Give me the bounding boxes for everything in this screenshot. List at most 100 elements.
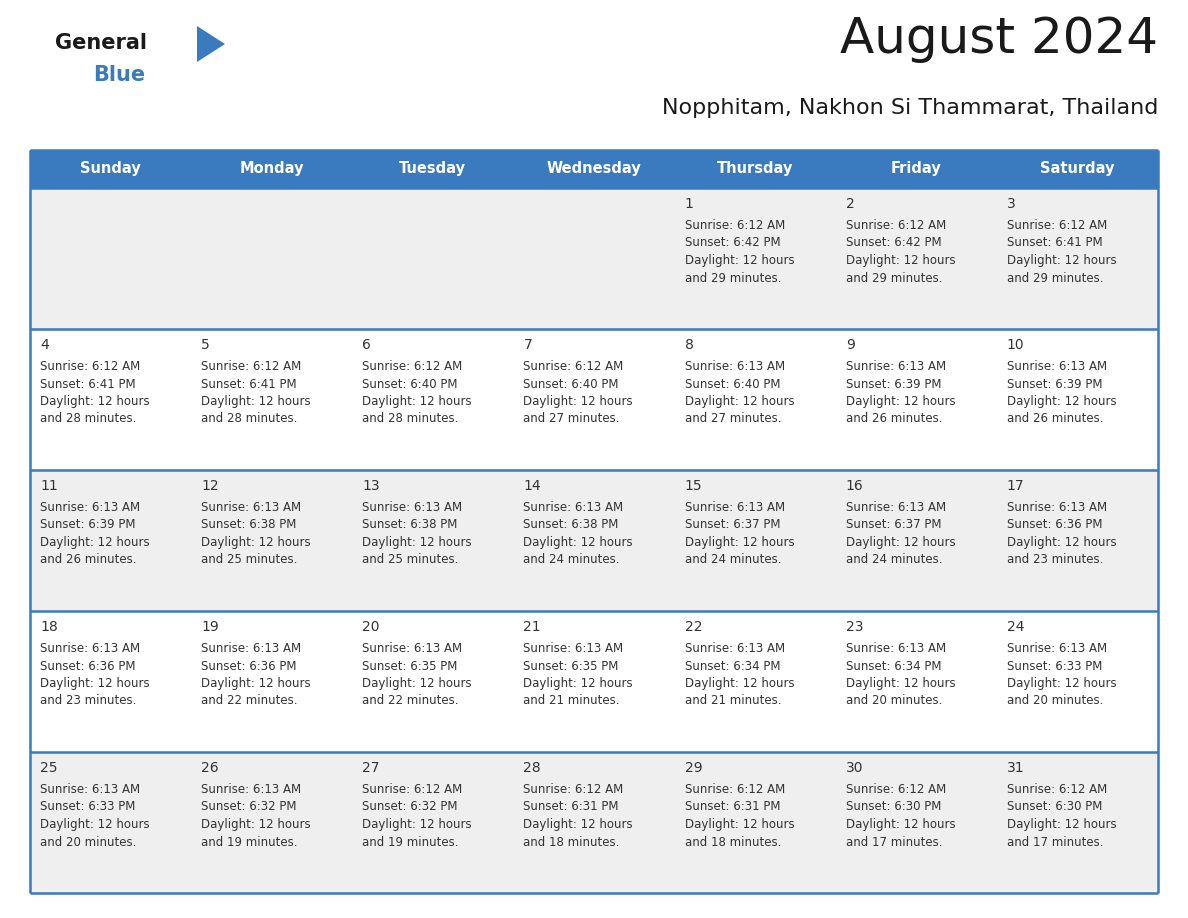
Text: 27: 27 bbox=[362, 761, 380, 775]
Text: and 28 minutes.: and 28 minutes. bbox=[40, 412, 137, 426]
Text: Sunday: Sunday bbox=[81, 162, 141, 176]
Text: Sunrise: 6:12 AM: Sunrise: 6:12 AM bbox=[1007, 783, 1107, 796]
Text: Sunset: 6:37 PM: Sunset: 6:37 PM bbox=[684, 519, 781, 532]
Text: and 19 minutes.: and 19 minutes. bbox=[201, 835, 298, 848]
Text: Friday: Friday bbox=[891, 162, 942, 176]
Polygon shape bbox=[197, 26, 225, 62]
Text: 6: 6 bbox=[362, 338, 371, 352]
Text: and 17 minutes.: and 17 minutes. bbox=[846, 835, 942, 848]
Text: Sunset: 6:39 PM: Sunset: 6:39 PM bbox=[1007, 377, 1102, 390]
Text: Sunset: 6:31 PM: Sunset: 6:31 PM bbox=[524, 800, 619, 813]
Text: 9: 9 bbox=[846, 338, 854, 352]
Text: and 29 minutes.: and 29 minutes. bbox=[1007, 272, 1104, 285]
Text: 31: 31 bbox=[1007, 761, 1024, 775]
Text: Daylight: 12 hours: Daylight: 12 hours bbox=[846, 677, 955, 690]
Text: Nopphitam, Nakhon Si Thammarat, Thailand: Nopphitam, Nakhon Si Thammarat, Thailand bbox=[662, 98, 1158, 118]
Text: 2: 2 bbox=[846, 197, 854, 211]
Text: Sunrise: 6:13 AM: Sunrise: 6:13 AM bbox=[362, 501, 462, 514]
Text: 12: 12 bbox=[201, 479, 219, 493]
Text: Sunrise: 6:12 AM: Sunrise: 6:12 AM bbox=[524, 783, 624, 796]
Text: 1: 1 bbox=[684, 197, 694, 211]
Text: Daylight: 12 hours: Daylight: 12 hours bbox=[201, 818, 311, 831]
Text: Daylight: 12 hours: Daylight: 12 hours bbox=[40, 818, 150, 831]
Text: Sunset: 6:37 PM: Sunset: 6:37 PM bbox=[846, 519, 941, 532]
Text: Sunrise: 6:12 AM: Sunrise: 6:12 AM bbox=[684, 219, 785, 232]
Text: Daylight: 12 hours: Daylight: 12 hours bbox=[1007, 254, 1117, 267]
Text: Wednesday: Wednesday bbox=[546, 162, 642, 176]
Text: Sunrise: 6:13 AM: Sunrise: 6:13 AM bbox=[40, 783, 140, 796]
Text: Sunset: 6:35 PM: Sunset: 6:35 PM bbox=[524, 659, 619, 673]
Text: and 19 minutes.: and 19 minutes. bbox=[362, 835, 459, 848]
Text: Thursday: Thursday bbox=[716, 162, 794, 176]
Text: Sunrise: 6:13 AM: Sunrise: 6:13 AM bbox=[201, 642, 302, 655]
Text: Daylight: 12 hours: Daylight: 12 hours bbox=[201, 395, 311, 408]
Text: Sunset: 6:39 PM: Sunset: 6:39 PM bbox=[846, 377, 941, 390]
Text: 25: 25 bbox=[40, 761, 57, 775]
Text: Tuesday: Tuesday bbox=[399, 162, 467, 176]
Text: and 21 minutes.: and 21 minutes. bbox=[684, 695, 781, 708]
Text: Sunset: 6:32 PM: Sunset: 6:32 PM bbox=[201, 800, 297, 813]
Text: 19: 19 bbox=[201, 620, 219, 634]
Text: Sunrise: 6:12 AM: Sunrise: 6:12 AM bbox=[362, 783, 462, 796]
Text: Sunset: 6:31 PM: Sunset: 6:31 PM bbox=[684, 800, 781, 813]
Text: Sunset: 6:30 PM: Sunset: 6:30 PM bbox=[846, 800, 941, 813]
Text: Sunset: 6:34 PM: Sunset: 6:34 PM bbox=[684, 659, 781, 673]
Text: 15: 15 bbox=[684, 479, 702, 493]
Text: 20: 20 bbox=[362, 620, 380, 634]
Text: Daylight: 12 hours: Daylight: 12 hours bbox=[362, 536, 472, 549]
Text: 23: 23 bbox=[846, 620, 864, 634]
Text: Sunset: 6:36 PM: Sunset: 6:36 PM bbox=[40, 659, 135, 673]
Text: Sunrise: 6:12 AM: Sunrise: 6:12 AM bbox=[684, 783, 785, 796]
Text: 22: 22 bbox=[684, 620, 702, 634]
Text: General: General bbox=[55, 33, 147, 53]
Text: Daylight: 12 hours: Daylight: 12 hours bbox=[1007, 818, 1117, 831]
Text: 7: 7 bbox=[524, 338, 532, 352]
Text: Sunrise: 6:12 AM: Sunrise: 6:12 AM bbox=[524, 360, 624, 373]
Text: and 26 minutes.: and 26 minutes. bbox=[1007, 412, 1104, 426]
Text: and 27 minutes.: and 27 minutes. bbox=[524, 412, 620, 426]
Text: Sunset: 6:41 PM: Sunset: 6:41 PM bbox=[1007, 237, 1102, 250]
Text: Sunset: 6:40 PM: Sunset: 6:40 PM bbox=[362, 377, 457, 390]
Text: Sunset: 6:40 PM: Sunset: 6:40 PM bbox=[684, 377, 781, 390]
Text: 28: 28 bbox=[524, 761, 541, 775]
Text: Daylight: 12 hours: Daylight: 12 hours bbox=[846, 818, 955, 831]
Text: Sunrise: 6:13 AM: Sunrise: 6:13 AM bbox=[846, 642, 946, 655]
Text: 4: 4 bbox=[40, 338, 49, 352]
Text: Sunrise: 6:12 AM: Sunrise: 6:12 AM bbox=[846, 783, 946, 796]
Text: 11: 11 bbox=[40, 479, 58, 493]
Bar bbox=[30, 752, 1158, 893]
Text: Daylight: 12 hours: Daylight: 12 hours bbox=[846, 395, 955, 408]
Text: Sunrise: 6:13 AM: Sunrise: 6:13 AM bbox=[846, 360, 946, 373]
Bar bbox=[30, 611, 1158, 752]
Text: and 20 minutes.: and 20 minutes. bbox=[1007, 695, 1104, 708]
Text: August 2024: August 2024 bbox=[840, 15, 1158, 63]
Text: Blue: Blue bbox=[93, 65, 145, 85]
Text: Daylight: 12 hours: Daylight: 12 hours bbox=[524, 395, 633, 408]
Text: and 29 minutes.: and 29 minutes. bbox=[684, 272, 781, 285]
Text: 30: 30 bbox=[846, 761, 864, 775]
Text: and 22 minutes.: and 22 minutes. bbox=[362, 695, 459, 708]
Text: Sunrise: 6:13 AM: Sunrise: 6:13 AM bbox=[846, 501, 946, 514]
Text: Sunset: 6:36 PM: Sunset: 6:36 PM bbox=[201, 659, 297, 673]
Text: Daylight: 12 hours: Daylight: 12 hours bbox=[846, 254, 955, 267]
Text: Daylight: 12 hours: Daylight: 12 hours bbox=[40, 536, 150, 549]
Text: and 18 minutes.: and 18 minutes. bbox=[684, 835, 781, 848]
Text: and 18 minutes.: and 18 minutes. bbox=[524, 835, 620, 848]
Bar bbox=[30, 150, 1158, 188]
Text: and 20 minutes.: and 20 minutes. bbox=[40, 835, 137, 848]
Text: Daylight: 12 hours: Daylight: 12 hours bbox=[524, 536, 633, 549]
Text: Sunset: 6:42 PM: Sunset: 6:42 PM bbox=[846, 237, 941, 250]
Text: Sunrise: 6:13 AM: Sunrise: 6:13 AM bbox=[201, 501, 302, 514]
Text: Sunrise: 6:13 AM: Sunrise: 6:13 AM bbox=[684, 642, 785, 655]
Text: Sunrise: 6:13 AM: Sunrise: 6:13 AM bbox=[1007, 642, 1107, 655]
Text: Daylight: 12 hours: Daylight: 12 hours bbox=[1007, 395, 1117, 408]
Text: Daylight: 12 hours: Daylight: 12 hours bbox=[362, 677, 472, 690]
Text: Daylight: 12 hours: Daylight: 12 hours bbox=[1007, 536, 1117, 549]
Text: Daylight: 12 hours: Daylight: 12 hours bbox=[201, 536, 311, 549]
Text: 3: 3 bbox=[1007, 197, 1016, 211]
Text: Daylight: 12 hours: Daylight: 12 hours bbox=[684, 254, 795, 267]
Text: Monday: Monday bbox=[240, 162, 304, 176]
Text: Sunrise: 6:12 AM: Sunrise: 6:12 AM bbox=[201, 360, 302, 373]
Text: Daylight: 12 hours: Daylight: 12 hours bbox=[684, 818, 795, 831]
Text: and 25 minutes.: and 25 minutes. bbox=[201, 554, 297, 566]
